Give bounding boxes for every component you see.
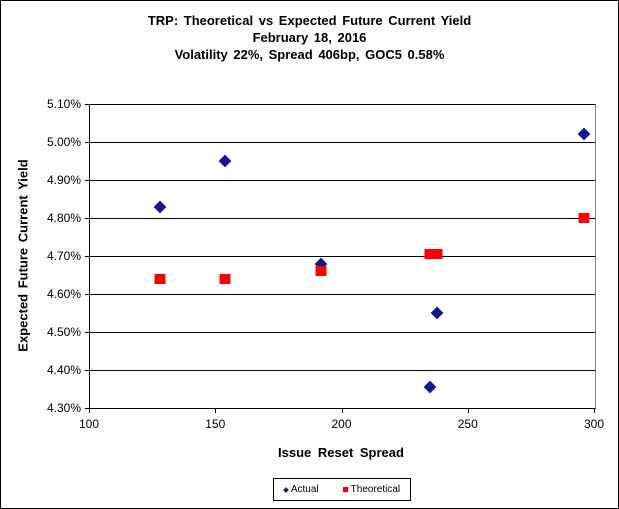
y-tick-mark: [85, 294, 89, 295]
x-tick-label: 150: [205, 417, 226, 431]
data-point-theoretical: [424, 249, 436, 260]
x-tick-mark: [467, 409, 469, 413]
y-tick-label: 4.90%: [46, 173, 81, 187]
chart-legend: Actual Theoretical: [273, 478, 411, 501]
gridline: [90, 142, 595, 143]
gridline: [90, 104, 595, 105]
data-point-theoretical: [154, 273, 166, 284]
data-point-theoretical: [578, 213, 590, 223]
legend-label-theoretical: Theoretical: [350, 484, 401, 495]
y-tick-label: 4.30%: [46, 401, 81, 415]
y-tick-label: 4.70%: [46, 249, 81, 263]
y-tick-label: 5.00%: [46, 135, 81, 149]
x-tick-mark: [89, 409, 90, 413]
chart-subtitle-params: Volatility 22%, Spread 406bp, GOC5 0.58%: [174, 47, 445, 62]
gridline: [90, 332, 595, 333]
data-point-theoretical: [431, 249, 443, 260]
gridline: [90, 256, 595, 257]
legend-item-actual: Actual: [283, 484, 319, 495]
legend-label-actual: Actual: [290, 484, 319, 495]
y-tick-mark: [85, 142, 89, 143]
x-axis-title: Issue Reset Spread: [278, 445, 404, 460]
y-tick-mark: [85, 370, 89, 371]
y-tick-label: 4.80%: [46, 211, 81, 225]
gridline: [90, 218, 595, 219]
y-tick-label: 4.50%: [46, 325, 81, 339]
chart-title-block: TRP: Theoretical vs Expected Future Curr…: [1, 12, 618, 63]
chart-title: TRP: Theoretical vs Expected Future Curr…: [147, 13, 472, 28]
x-tick-label: 200: [331, 417, 352, 431]
x-tick-mark: [594, 409, 595, 413]
actual-diamond-icon: [283, 486, 289, 493]
x-tick-mark: [215, 409, 217, 413]
gridline: [90, 294, 595, 295]
y-tick-mark: [85, 256, 89, 257]
x-tick-label: 250: [457, 417, 478, 431]
y-tick-label: 4.40%: [46, 363, 81, 377]
x-tick-label: 300: [583, 417, 605, 431]
y-tick-mark: [85, 180, 89, 181]
data-point-theoretical: [219, 273, 231, 284]
gridline: [90, 180, 595, 181]
y-tick-mark: [85, 218, 89, 219]
x-tick-mark: [341, 409, 343, 413]
y-tick-mark: [85, 332, 89, 333]
y-tick-label: 5.10%: [46, 97, 81, 111]
y-tick-label: 4.60%: [46, 287, 81, 301]
chart-subtitle-date: February 18, 2016: [252, 30, 367, 45]
plot-area: [89, 104, 596, 409]
x-tick-label: 100: [78, 417, 100, 431]
y-tick-mark: [85, 104, 89, 105]
y-tick-mark: [85, 408, 89, 409]
theoretical-square-icon: [342, 487, 348, 492]
gridline: [90, 370, 595, 371]
legend-item-theoretical: Theoretical: [342, 484, 401, 495]
data-point-theoretical: [315, 266, 327, 277]
